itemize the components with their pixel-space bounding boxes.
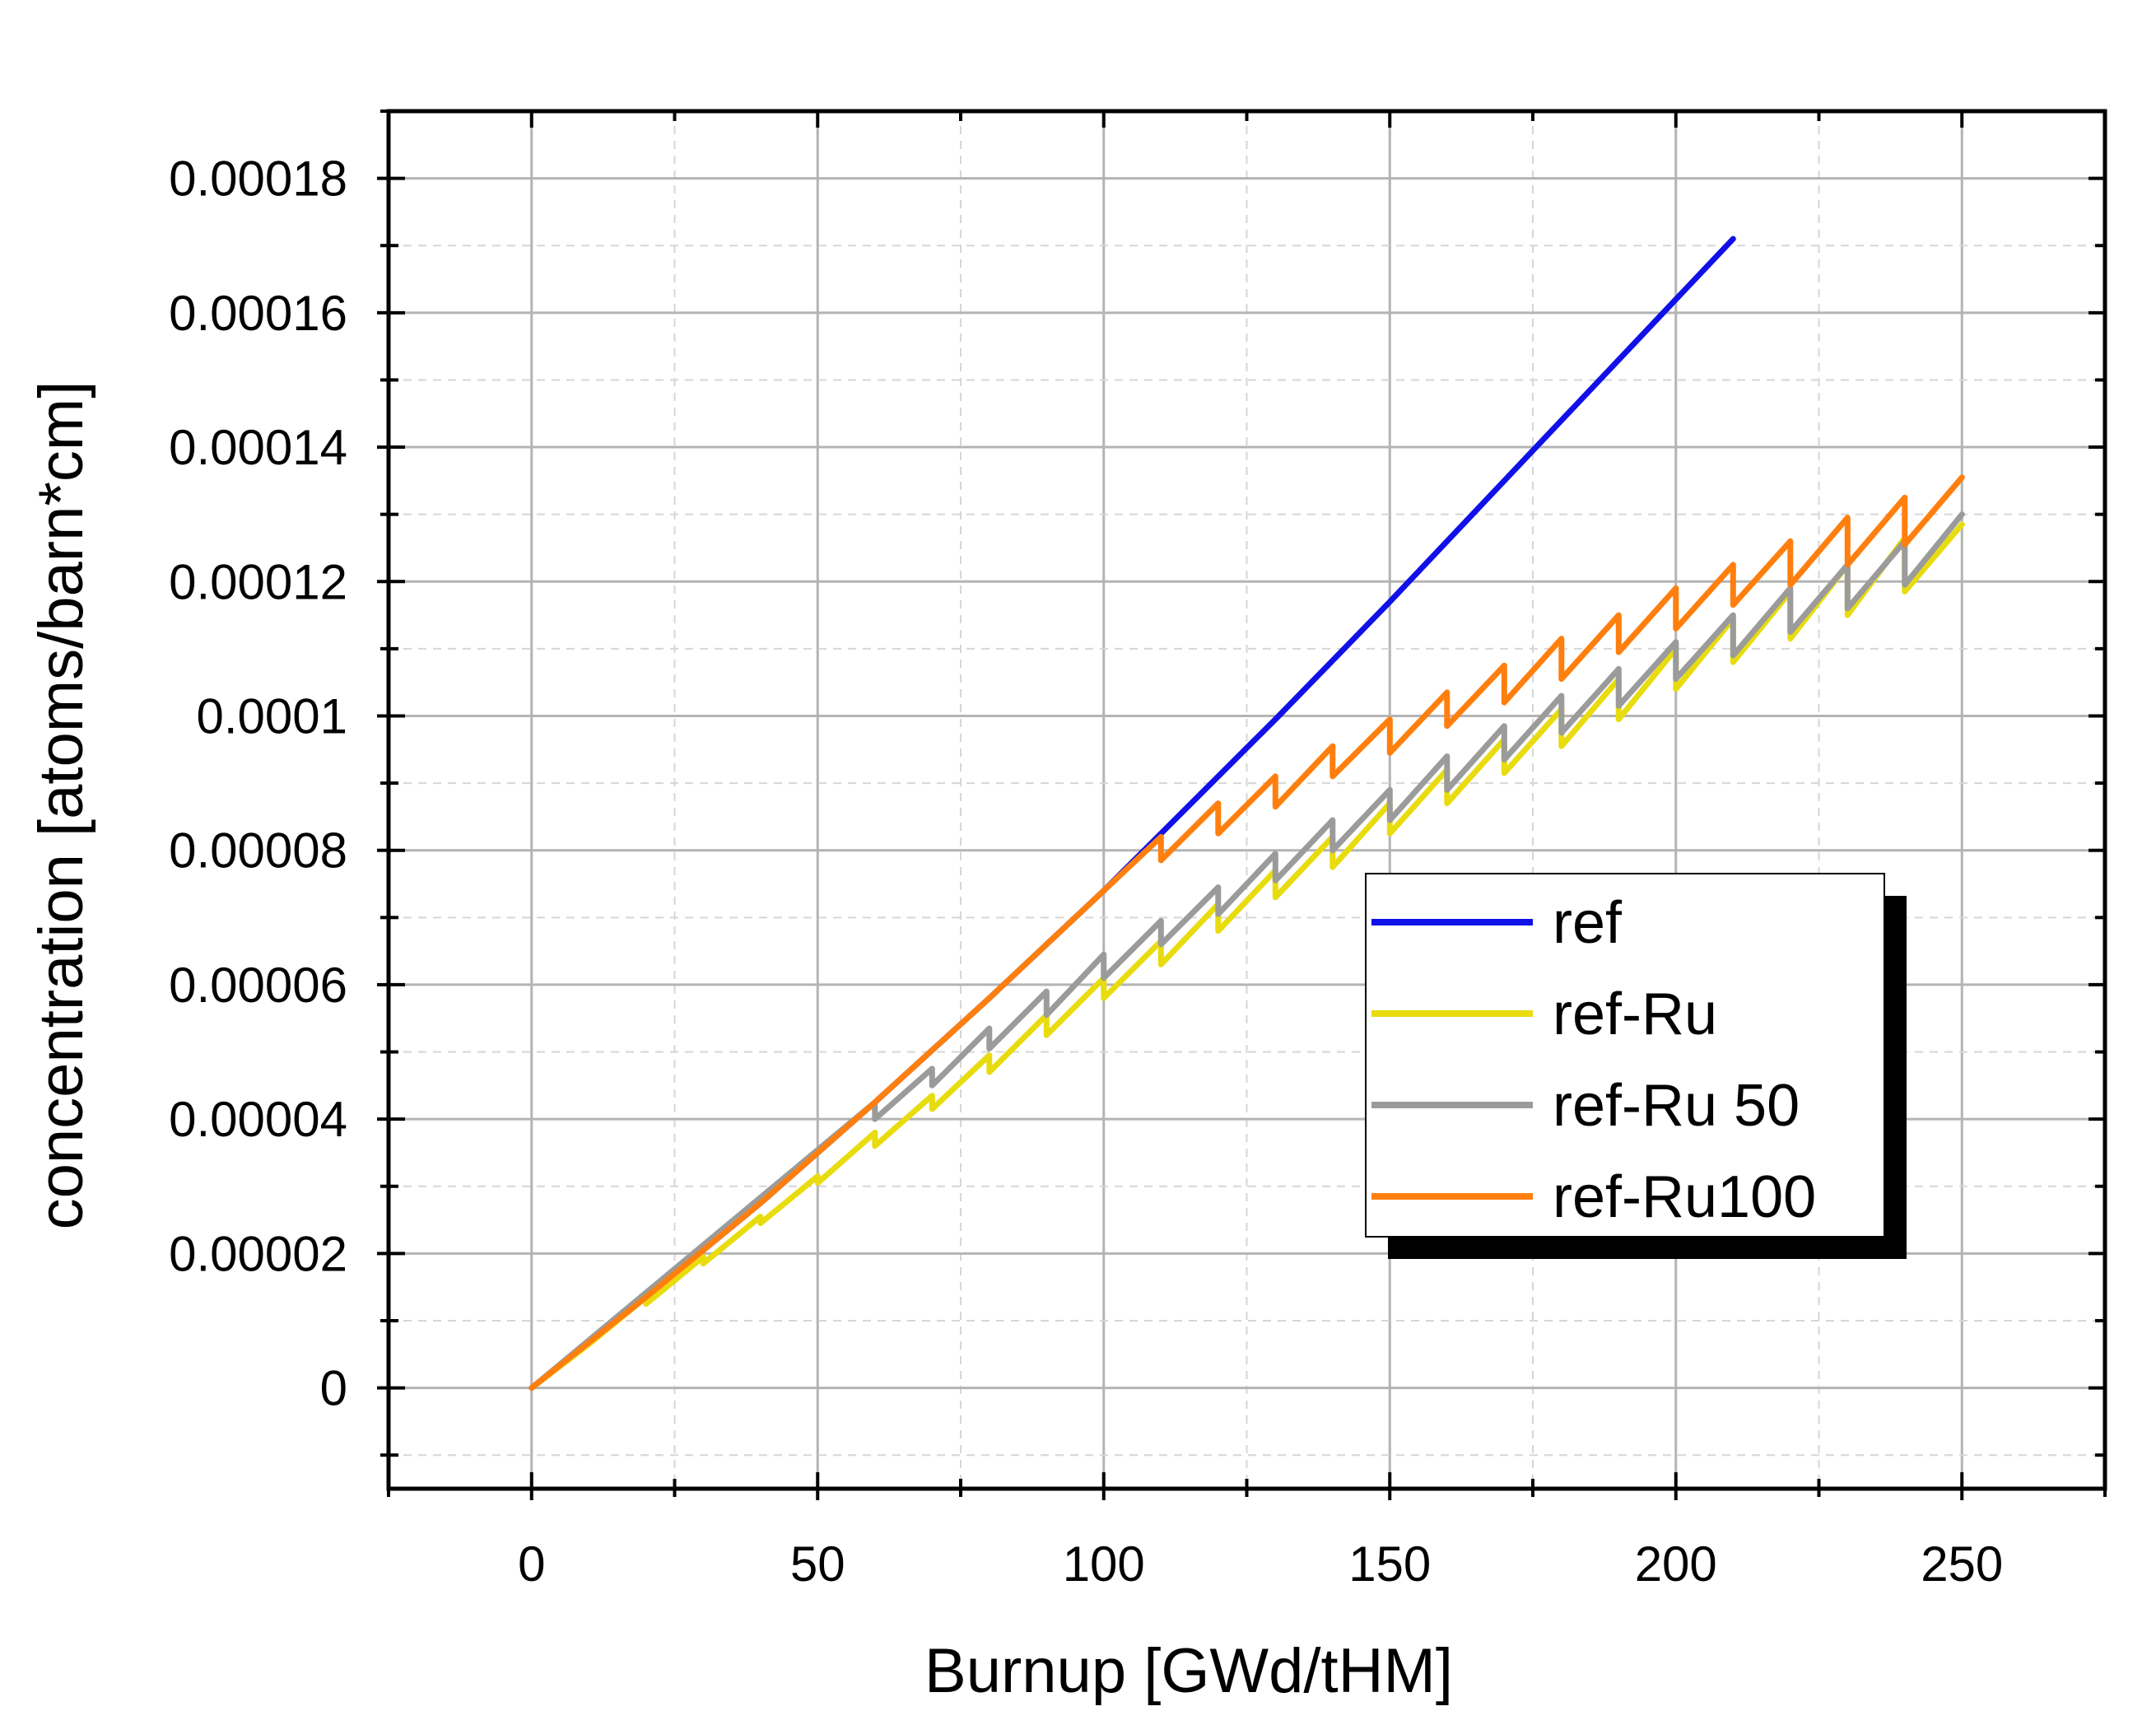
x-tick-label: 150 bbox=[1348, 1536, 1431, 1592]
legend-label-ref-ru100: ref-Ru100 bbox=[1553, 1164, 1816, 1230]
x-axis-title: Burnup [GWd/tHM] bbox=[924, 1636, 1453, 1706]
y-tick-label: 0.00004 bbox=[169, 1092, 347, 1147]
legend-label-ref: ref bbox=[1553, 890, 1623, 956]
y-tick-label: 0.00012 bbox=[169, 554, 347, 609]
legend-box bbox=[1365, 873, 1885, 1238]
legend: ref ref-Ru ref-Ru 50 ref-Ru100 bbox=[1365, 873, 1907, 1259]
x-tick-label: 100 bbox=[1063, 1536, 1145, 1592]
x-tick-label: 250 bbox=[1921, 1536, 2003, 1592]
series-line-ref-ru100 bbox=[529, 474, 1965, 1392]
grid bbox=[389, 110, 2105, 1489]
y-tick-label: 0.00018 bbox=[169, 152, 347, 207]
y-tick-label: 0.00006 bbox=[169, 958, 347, 1013]
y-tick-labels: 0 0.00002 0.00004 0.00006 0.00008 0.0001 0.000… bbox=[169, 152, 347, 1416]
y-tick-label: 0.00016 bbox=[169, 286, 347, 341]
x-tick-label: 50 bbox=[790, 1536, 845, 1592]
y-tick-label: 0.00014 bbox=[169, 420, 347, 475]
legend-label-ref-ru: ref-Ru bbox=[1553, 981, 1717, 1047]
y-tick-label: 0.00008 bbox=[169, 823, 347, 879]
y-axis-title: concentration [atoms/barn*cm] bbox=[26, 381, 96, 1230]
x-tick-labels: 0 50 100 150 200 250 bbox=[518, 1536, 2003, 1592]
legend-label-ref-ru-50: ref-Ru 50 bbox=[1553, 1073, 1800, 1139]
x-tick-label: 200 bbox=[1635, 1536, 1717, 1592]
series-line-ref-ru-50 bbox=[529, 511, 1965, 1392]
series-layer bbox=[529, 235, 1965, 1392]
legend-entries: ref ref-Ru ref-Ru 50 ref-Ru100 bbox=[1371, 890, 1816, 1230]
y-tick-label: 0.0001 bbox=[196, 688, 347, 744]
x-tick-label: 0 bbox=[518, 1536, 545, 1592]
y-tick-label: 0.00002 bbox=[169, 1226, 347, 1281]
ticks bbox=[377, 110, 2107, 1500]
y-tick-label: 0 bbox=[320, 1361, 347, 1416]
